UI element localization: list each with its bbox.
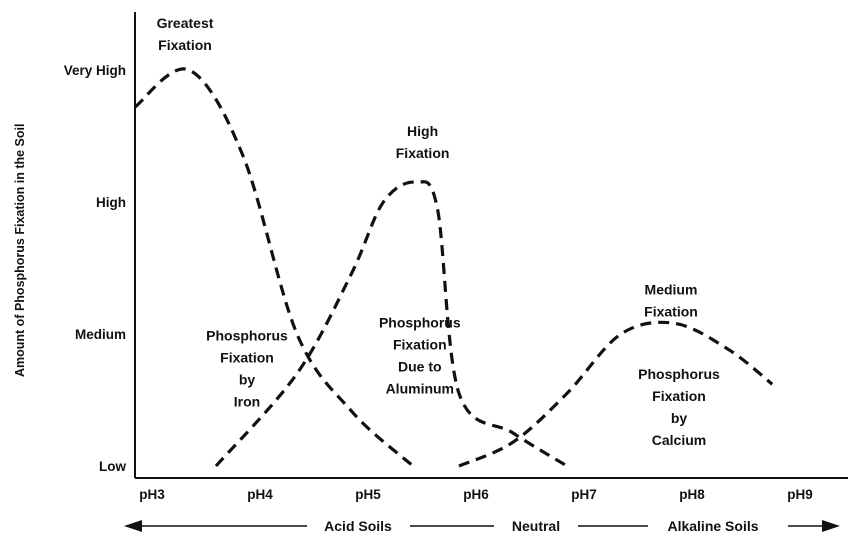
y-tick-high: High <box>96 195 126 210</box>
right-arrowhead-icon <box>822 520 840 532</box>
aluminum-fixation-curve <box>214 180 568 468</box>
peak-annotations: Greatest Fixation High Fixation Medium Fixati… <box>157 15 698 320</box>
series-labels: Phosphorus Fixation by Iron Phosphorus Fixati… <box>206 314 720 447</box>
y-tick-medium: Medium <box>75 327 126 342</box>
x-tick-ph9: pH9 <box>787 487 813 502</box>
y-tick-very-high: Very High <box>64 63 126 78</box>
x-tick-ph3: pH3 <box>139 487 165 502</box>
x-tick-ph4: pH4 <box>247 487 273 502</box>
y-tick-labels: Low Medium High Very High <box>64 63 127 474</box>
label-calcium-fixation: Phosphorus Fixation by Calcium <box>638 366 720 448</box>
annotation-medium-fixation: Medium Fixation <box>644 281 698 319</box>
soil-region-bar: Acid Soils Neutral Alkaline Soils <box>124 518 840 534</box>
y-axis-label: Amount of Phosphorus Fixation in the Soi… <box>13 124 27 377</box>
region-alkaline-soils: Alkaline Soils <box>667 518 758 534</box>
iron-fixation-curve <box>133 67 417 468</box>
fixation-curves <box>133 67 774 468</box>
x-tick-ph7: pH7 <box>571 487 597 502</box>
x-tick-ph6: pH6 <box>463 487 489 502</box>
y-tick-low: Low <box>99 459 126 474</box>
region-neutral: Neutral <box>512 518 560 534</box>
region-acid-soils: Acid Soils <box>324 518 392 534</box>
calcium-fixation-curve <box>458 320 774 468</box>
annotation-high-fixation: High Fixation <box>396 123 450 161</box>
x-tick-labels: pH3 pH4 pH5 pH6 pH7 pH8 pH9 <box>139 487 813 502</box>
left-arrowhead-icon <box>124 520 142 532</box>
x-tick-ph5: pH5 <box>355 487 381 502</box>
x-tick-ph8: pH8 <box>679 487 705 502</box>
annotation-greatest-fixation: Greatest Fixation <box>157 15 214 53</box>
label-iron-fixation: Phosphorus Fixation by Iron <box>206 328 288 410</box>
label-aluminum-fixation: Phosphorus Fixation Due to Aluminum <box>379 314 461 396</box>
